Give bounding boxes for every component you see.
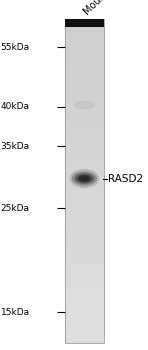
Ellipse shape [72, 171, 97, 186]
Ellipse shape [75, 173, 94, 184]
Bar [65, 164, 104, 170]
Bar [65, 159, 104, 165]
Bar [65, 261, 104, 267]
Bar [65, 175, 104, 181]
Bar [65, 72, 104, 79]
Bar [65, 78, 104, 84]
Text: 40kDa: 40kDa [1, 102, 30, 111]
Bar [65, 245, 104, 251]
Bar [65, 126, 104, 133]
Bar [65, 304, 104, 311]
Ellipse shape [73, 101, 95, 110]
Text: 25kDa: 25kDa [1, 204, 30, 213]
Bar [65, 132, 104, 138]
Bar [65, 294, 104, 300]
Text: RASD2: RASD2 [108, 174, 143, 183]
Bar [65, 213, 104, 219]
Bar [65, 218, 104, 224]
Bar [65, 321, 104, 327]
Bar [65, 337, 104, 343]
Bar [65, 315, 104, 321]
Text: 55kDa: 55kDa [1, 43, 30, 52]
Bar [65, 234, 104, 240]
Bar [65, 208, 104, 214]
Bar [65, 240, 104, 246]
Bar [65, 229, 104, 235]
Bar [65, 94, 104, 100]
Ellipse shape [70, 169, 99, 188]
Bar [65, 105, 104, 111]
Bar [65, 35, 104, 41]
Bar [65, 110, 104, 116]
Text: 35kDa: 35kDa [1, 142, 30, 151]
Bar [65, 197, 104, 203]
Bar [65, 288, 104, 294]
Bar [65, 46, 104, 51]
Bar [65, 19, 104, 27]
Bar [65, 62, 104, 68]
Bar [65, 51, 104, 57]
Bar [65, 326, 104, 332]
Bar [65, 137, 104, 144]
Bar [65, 310, 104, 316]
Bar [65, 272, 104, 278]
Bar [65, 251, 104, 257]
Bar [65, 121, 104, 127]
Bar [65, 283, 104, 289]
Bar [65, 148, 104, 154]
Bar [65, 299, 104, 305]
Bar [65, 116, 104, 122]
Text: 15kDa: 15kDa [1, 308, 30, 317]
Bar [65, 24, 104, 30]
Ellipse shape [78, 175, 91, 182]
Bar [65, 267, 104, 273]
Bar [65, 202, 104, 208]
Bar [65, 89, 104, 95]
Ellipse shape [80, 176, 89, 181]
Bar [65, 99, 104, 106]
Bar [65, 143, 104, 149]
Bar [65, 191, 104, 197]
Bar [65, 56, 104, 62]
Bar [65, 67, 104, 73]
Bar [65, 331, 104, 338]
Bar [65, 153, 104, 160]
Bar [65, 19, 104, 25]
Bar [65, 170, 104, 176]
Bar [65, 186, 104, 192]
Bar [65, 83, 104, 89]
Bar [65, 181, 104, 187]
Bar [65, 19, 104, 343]
Bar [65, 40, 104, 46]
Bar [65, 224, 104, 230]
Bar [65, 256, 104, 262]
Text: Mouse lung: Mouse lung [82, 0, 129, 17]
Bar [65, 29, 104, 35]
Bar [65, 278, 104, 284]
